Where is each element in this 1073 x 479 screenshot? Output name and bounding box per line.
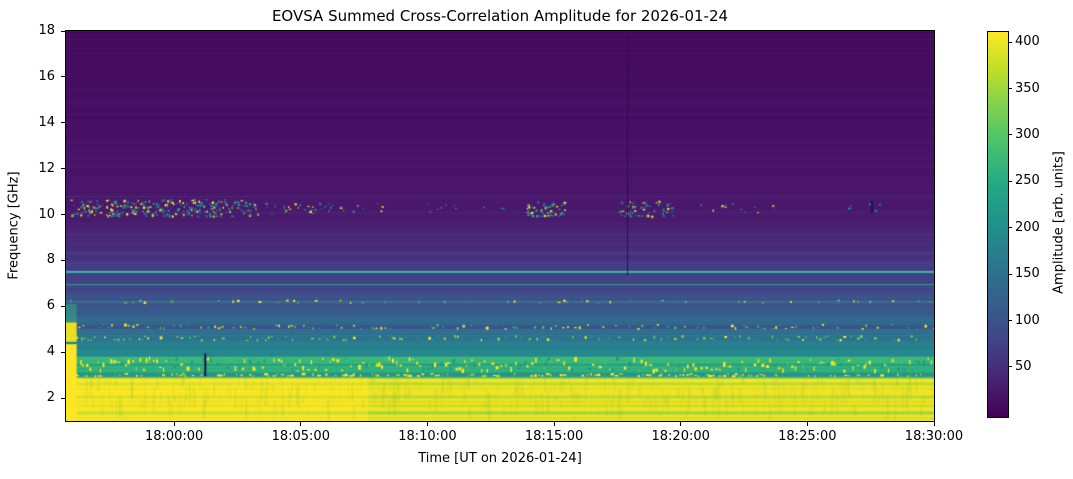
y-tick <box>61 214 65 216</box>
y-tick-label: 2 <box>46 390 55 406</box>
x-tick-label: 18:15:00 <box>524 429 584 444</box>
x-tick-label: 18:20:00 <box>651 429 710 444</box>
y-tick-label: 10 <box>38 206 55 222</box>
y-tick <box>61 168 65 170</box>
colorbar-tick-label: 350 <box>1015 80 1040 96</box>
y-tick <box>61 122 65 124</box>
y-tick-label: 18 <box>38 23 55 38</box>
colorbar-tick <box>1008 273 1012 275</box>
x-tick-label: 18:30:00 <box>904 429 964 444</box>
x-tick-label: 18:25:00 <box>778 429 837 444</box>
x-tick <box>680 422 682 426</box>
colorbar-tick <box>1008 134 1012 136</box>
y-tick-label: 6 <box>46 298 55 314</box>
colorbar-tick <box>1008 88 1012 90</box>
x-tick <box>553 422 555 426</box>
colorbar-tick-label: 300 <box>1015 126 1040 142</box>
x-tick-label: 18:00:00 <box>144 429 204 444</box>
colorbar-tick <box>1008 41 1012 43</box>
x-tick-label: 18:10:00 <box>398 429 457 444</box>
x-tick <box>933 422 935 426</box>
x-axis-label: Time [UT on 2026-01-24] <box>418 451 582 466</box>
y-tick <box>61 305 65 307</box>
colorbar-tick-label: 50 <box>1015 358 1032 374</box>
colorbar-tick <box>1008 180 1012 182</box>
x-tick <box>173 422 175 426</box>
colorbar-tick-label: 200 <box>1015 219 1040 235</box>
colorbar-tick-label: 100 <box>1015 312 1040 328</box>
colorbar-tick <box>1008 366 1012 368</box>
colorbar <box>987 31 1009 418</box>
y-tick-label: 14 <box>38 114 55 130</box>
colorbar-tick-label: 250 <box>1015 173 1040 189</box>
colorbar-tick <box>1008 227 1012 229</box>
plot-area <box>65 30 935 422</box>
spectrogram-canvas <box>66 31 934 421</box>
y-tick-label: 12 <box>38 160 55 176</box>
colorbar-tick <box>1008 320 1012 322</box>
y-tick <box>61 30 65 32</box>
y-tick <box>61 259 65 261</box>
x-tick <box>300 422 302 426</box>
x-tick <box>806 422 808 426</box>
y-tick-label: 16 <box>38 68 55 84</box>
colorbar-tick-label: 150 <box>1015 266 1040 282</box>
chart-title: EOVSA Summed Cross-Correlation Amplitude… <box>271 7 729 25</box>
colorbar-gradient <box>988 32 1008 417</box>
y-tick <box>61 351 65 353</box>
y-tick <box>61 397 65 399</box>
y-tick <box>61 76 65 78</box>
colorbar-tick-label: 400 <box>1015 34 1040 50</box>
y-tick-label: 4 <box>46 344 55 360</box>
y-tick-label: 8 <box>46 252 55 268</box>
x-tick <box>426 422 428 426</box>
x-tick-label: 18:05:00 <box>271 429 330 444</box>
